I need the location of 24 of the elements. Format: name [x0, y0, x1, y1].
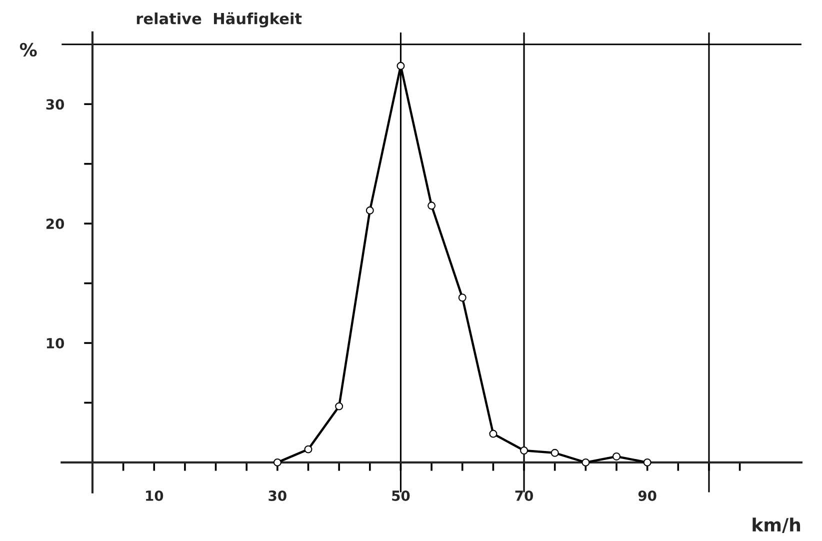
point	[489, 430, 498, 438]
point	[304, 445, 312, 454]
point	[520, 446, 528, 454]
point	[335, 402, 344, 410]
x-tick-label: 30	[268, 490, 286, 501]
point	[612, 452, 620, 460]
point	[366, 206, 374, 214]
x-tick-label: 50	[392, 490, 410, 501]
chart-title: relative Häufigkeit	[136, 12, 302, 28]
point	[550, 448, 559, 457]
x-tick-label: 10	[146, 490, 164, 501]
point	[273, 458, 282, 466]
x-tick-label: 90	[638, 490, 656, 501]
y-axis-title: %	[20, 42, 37, 57]
point	[428, 202, 436, 210]
x-tick-label: 70	[515, 490, 534, 501]
y-tick-label: 10	[46, 338, 64, 348]
point	[643, 458, 652, 466]
x-axis-title: km/h	[752, 518, 800, 533]
point	[458, 294, 466, 302]
point	[396, 62, 405, 70]
y-tick-label: 30	[46, 99, 64, 110]
point	[582, 458, 590, 466]
y-tick-label: 20	[46, 218, 64, 230]
